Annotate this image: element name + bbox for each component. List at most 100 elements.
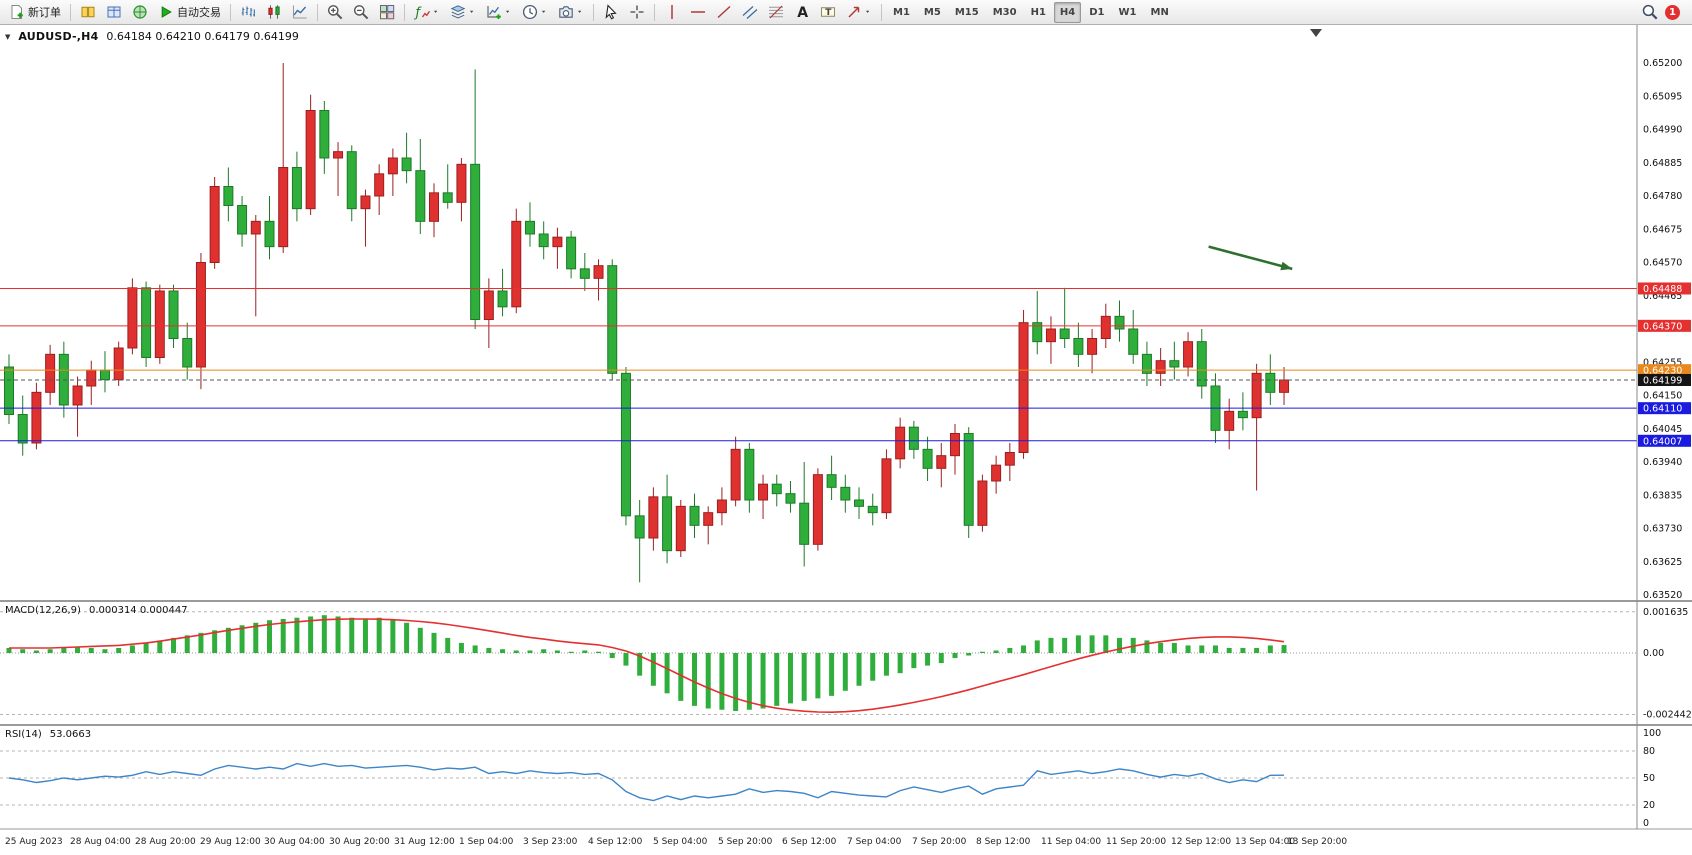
candle bbox=[607, 265, 618, 374]
text-label-icon: T bbox=[821, 7, 835, 18]
candle bbox=[1237, 410, 1248, 419]
svg-text:31 Aug 12:00: 31 Aug 12:00 bbox=[394, 837, 455, 847]
text-button[interactable]: A bbox=[790, 2, 814, 23]
price-chart-canvas[interactable]: 0.65200 0.65095 0.64990 0.64885 0.64780 0.646… bbox=[0, 25, 1692, 855]
auto-trading-icon bbox=[161, 6, 172, 18]
bar-chart-button[interactable] bbox=[236, 2, 260, 23]
indicators-button[interactable]: ƒ bbox=[410, 2, 444, 23]
candle bbox=[854, 499, 865, 507]
candlestick-chart-icon bbox=[268, 5, 280, 19]
candle bbox=[470, 163, 481, 321]
candle bbox=[1141, 353, 1152, 374]
candle bbox=[442, 192, 453, 203]
candle bbox=[415, 170, 426, 222]
candle bbox=[387, 157, 398, 175]
trendline-button[interactable] bbox=[712, 2, 736, 23]
candle bbox=[483, 290, 494, 321]
fibonacci-button[interactable] bbox=[764, 2, 788, 23]
timeframe-w1-button[interactable]: W1 bbox=[1113, 2, 1143, 23]
new-order-label: 新订单 bbox=[28, 6, 61, 19]
candle bbox=[689, 505, 700, 526]
indicators-icon: ƒ bbox=[414, 6, 430, 20]
search-icon bbox=[1642, 4, 1658, 20]
text-label-button[interactable]: T bbox=[816, 2, 840, 23]
trendline-icon bbox=[717, 5, 731, 19]
timeframe-group: M1 M5 M15 M30 H1 H4 D1 W1 MN bbox=[886, 1, 1176, 23]
dropdown-caret-icon bbox=[433, 10, 438, 13]
svg-text:0.64570: 0.64570 bbox=[1643, 258, 1682, 269]
svg-text:28 Aug 04:00: 28 Aug 04:00 bbox=[70, 837, 131, 847]
timeframe-m15-button[interactable]: M15 bbox=[949, 2, 985, 23]
candle bbox=[237, 205, 248, 235]
search-button[interactable] bbox=[1638, 2, 1662, 23]
crosshair-button[interactable] bbox=[625, 2, 649, 23]
notification-badge[interactable]: 1 bbox=[1665, 4, 1680, 20]
vertical-line-button[interactable] bbox=[660, 2, 684, 23]
auto-trading-button[interactable]: 自动交易 bbox=[154, 2, 225, 23]
svg-text:0.64110: 0.64110 bbox=[1643, 404, 1682, 415]
templates-icon bbox=[450, 5, 466, 19]
arrows-button[interactable] bbox=[842, 2, 876, 23]
svg-text:0.63520: 0.63520 bbox=[1643, 590, 1682, 601]
timeframe-h1-button[interactable]: H1 bbox=[1025, 2, 1052, 23]
svg-text:0.65095: 0.65095 bbox=[1643, 91, 1682, 102]
templates-button[interactable] bbox=[446, 2, 480, 23]
line-chart-icon bbox=[293, 5, 307, 19]
svg-text:13 Sep 04:00: 13 Sep 04:00 bbox=[1235, 837, 1295, 847]
chart-shift-marker[interactable] bbox=[1310, 29, 1322, 37]
horizontal-line-icon bbox=[691, 11, 705, 13]
arrow-annotation[interactable] bbox=[1208, 245, 1293, 271]
svg-text:30 Aug 20:00: 30 Aug 20:00 bbox=[329, 837, 390, 847]
svg-text:11 Sep 04:00: 11 Sep 04:00 bbox=[1041, 837, 1101, 847]
data-window-button[interactable] bbox=[102, 2, 126, 23]
timeframe-m30-button[interactable]: M30 bbox=[987, 2, 1023, 23]
candle bbox=[730, 448, 741, 501]
navigator-button[interactable] bbox=[128, 2, 152, 23]
svg-text:50: 50 bbox=[1643, 773, 1655, 784]
dropdown-caret-icon bbox=[469, 10, 474, 13]
price-label-box bbox=[1638, 282, 1691, 295]
new-order-button[interactable]: 新订单 bbox=[5, 2, 65, 23]
svg-text:7 Sep 20:00: 7 Sep 20:00 bbox=[912, 837, 967, 847]
zoom-out-button[interactable] bbox=[349, 2, 373, 23]
candle bbox=[1169, 360, 1180, 368]
snapshot-button[interactable] bbox=[554, 2, 588, 23]
timeframe-mn-button[interactable]: MN bbox=[1145, 2, 1175, 23]
new-chart-button[interactable] bbox=[482, 2, 516, 23]
candlestick-chart-button[interactable] bbox=[262, 2, 286, 23]
svg-text:0: 0 bbox=[1643, 818, 1649, 829]
candle bbox=[209, 186, 220, 264]
svg-text:0.63835: 0.63835 bbox=[1643, 490, 1682, 501]
svg-text:0.64045: 0.64045 bbox=[1643, 424, 1682, 435]
svg-text:0.64885: 0.64885 bbox=[1643, 158, 1682, 169]
data-window-icon bbox=[107, 6, 121, 18]
equidistant-channel-button[interactable] bbox=[738, 2, 762, 23]
timeframe-m1-button[interactable]: M1 bbox=[887, 2, 916, 23]
candle bbox=[497, 290, 508, 308]
ohlc-values: 0.64184 0.64210 0.64179 0.64199 bbox=[106, 30, 299, 43]
line-chart-button[interactable] bbox=[288, 2, 312, 23]
periods-button[interactable] bbox=[518, 2, 552, 23]
timeframe-d1-button[interactable]: D1 bbox=[1083, 2, 1110, 23]
candle bbox=[840, 486, 851, 501]
horizontal-line-button[interactable] bbox=[686, 2, 710, 23]
candle bbox=[374, 173, 385, 197]
timeframe-m5-button[interactable]: M5 bbox=[918, 2, 947, 23]
toolbar-buttons: 新订单 自动交易 ƒ A T bbox=[4, 2, 886, 23]
candle bbox=[977, 480, 988, 526]
svg-text:30 Aug 04:00: 30 Aug 04:00 bbox=[264, 837, 325, 847]
svg-text:25 Aug 2023: 25 Aug 2023 bbox=[5, 837, 63, 847]
fibonacci-icon bbox=[769, 5, 783, 19]
candle bbox=[141, 287, 152, 359]
snapshot-icon bbox=[559, 6, 573, 18]
zoom-in-button[interactable] bbox=[323, 2, 347, 23]
market-watch-button[interactable] bbox=[76, 2, 100, 23]
symbol-dropdown-icon[interactable]: ▼ bbox=[5, 32, 11, 41]
time-axis: 25 Aug 2023 28 Aug 04:00 28 Aug 20:00 29 Au… bbox=[5, 837, 1347, 847]
candle bbox=[1183, 341, 1194, 368]
cursor-button[interactable] bbox=[599, 2, 623, 23]
candle bbox=[1251, 372, 1262, 419]
tile-windows-button[interactable] bbox=[375, 2, 399, 23]
timeframe-h4-button[interactable]: H4 bbox=[1053, 1, 1082, 23]
zoom-in-icon bbox=[328, 5, 343, 20]
